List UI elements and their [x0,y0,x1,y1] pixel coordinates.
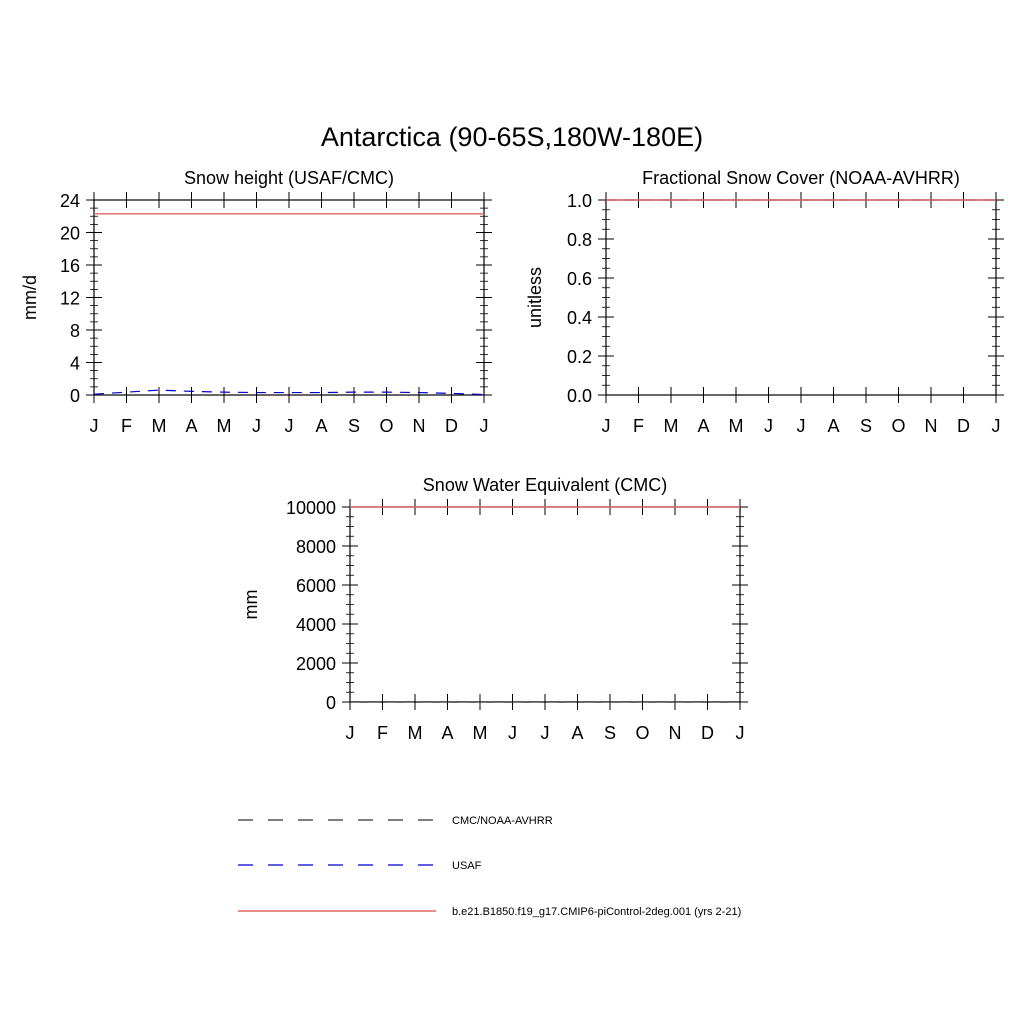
y-tick-label: 8 [70,321,80,341]
y-tick-label: 0 [70,386,80,406]
y-axis-label: mm [241,590,261,620]
x-tick-label: J [602,416,611,436]
x-tick-label: A [697,416,709,436]
x-tick-label: A [827,416,839,436]
panel-title: Fractional Snow Cover (NOAA-AVHRR) [642,168,960,188]
y-tick-label: 6000 [296,576,336,596]
panel-fractional-snow-cover: Fractional Snow Cover (NOAA-AVHRR) unitle… [525,168,1004,436]
x-tick-label: J [797,416,806,436]
plot-frame [349,506,741,703]
x-tick-label: J [992,416,1001,436]
x-tick-label: M [729,416,744,436]
panel-title: Snow height (USAF/CMC) [184,168,394,188]
y-tick-label: 12 [60,289,80,309]
x-tick-label: N [413,416,426,436]
y-tick-label: 0.6 [567,269,592,289]
panel-title: Snow Water Equivalent (CMC) [423,475,667,495]
x-tick-label: J [90,416,99,436]
x-tick-label: J [480,416,489,436]
y-tick-label: 2000 [296,654,336,674]
y-tick-label: 4 [70,354,80,374]
figure-title: Antarctica (90-65S,180W-180E) [321,122,703,152]
x-tick-label: J [285,416,294,436]
y-tick-label: 0.4 [567,308,592,328]
x-tick-label: M [408,723,423,743]
y-tick-label: 24 [60,191,80,211]
x-tick-label: D [701,723,714,743]
x-tick-label: A [185,416,197,436]
y-tick-label: 0 [326,693,336,713]
y-axis-label: mm/d [20,275,40,320]
x-tick-label: J [541,723,550,743]
series-line-usaf [93,389,485,396]
legend-label-cmc: CMC/NOAA-AVHRR [452,815,553,827]
y-tick-label: 1.0 [567,191,592,211]
x-tick-label: M [664,416,679,436]
y-tick-label: 4000 [296,615,336,635]
x-tick-label: O [379,416,393,436]
x-tick-label: S [604,723,616,743]
x-tick-label: J [252,416,261,436]
y-tick-label: 10000 [286,498,336,518]
x-tick-label: D [445,416,458,436]
x-tick-label: M [217,416,232,436]
x-tick-label: A [441,723,453,743]
x-tick-label: S [860,416,872,436]
x-tick-label: N [925,416,938,436]
x-tick-label: S [348,416,360,436]
x-tick-label: N [669,723,682,743]
x-tick-label: O [891,416,905,436]
x-tick-label: O [635,723,649,743]
legend-label-model: b.e21.B1850.f19_g17.CMIP6-piControl-2deg… [452,906,741,918]
x-tick-label: F [377,723,388,743]
x-tick-label: F [121,416,132,436]
legend: CMC/NOAA-AVHRR USAF b.e21.B1850.f19_g17.CM… [238,815,741,918]
y-tick-label: 8000 [296,537,336,557]
legend-label-usaf: USAF [452,860,482,872]
x-tick-label: A [571,723,583,743]
x-tick-label: A [315,416,327,436]
x-tick-label: M [152,416,167,436]
x-tick-label: D [957,416,970,436]
plot-frame [605,199,997,396]
y-tick-label: 0.2 [567,347,592,367]
plot-frame [93,199,485,396]
y-tick-label: 0.0 [567,386,592,406]
x-tick-label: F [633,416,644,436]
y-tick-label: 0.8 [567,230,592,250]
y-tick-label: 16 [60,256,80,276]
x-tick-label: J [508,723,517,743]
y-axis-label: unitless [525,267,545,328]
x-tick-label: J [764,416,773,436]
x-tick-label: J [736,723,745,743]
x-tick-label: M [473,723,488,743]
y-tick-label: 20 [60,224,80,244]
x-tick-label: J [346,723,355,743]
panel-snow-water-equivalent: Snow Water Equivalent (CMC) mm 0 2000 4000 60… [241,475,748,743]
